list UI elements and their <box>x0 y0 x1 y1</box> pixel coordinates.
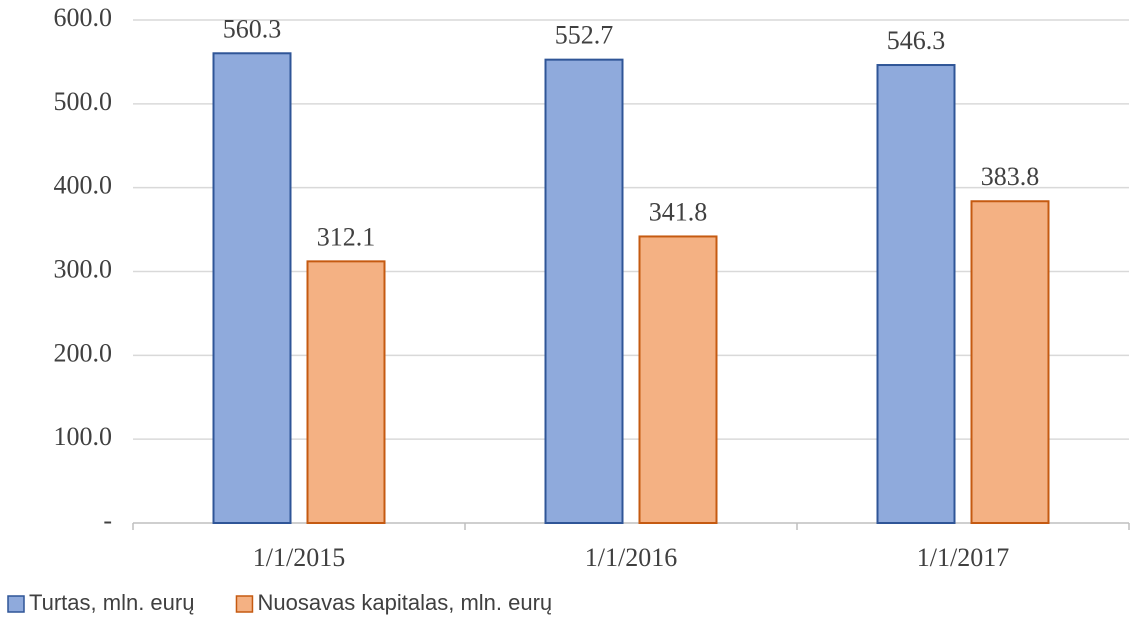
y-tick-label: 400.0 <box>54 171 113 200</box>
bar <box>306 260 386 524</box>
value-label: 383.8 <box>981 162 1040 191</box>
bar <box>876 64 956 525</box>
value-label: 546.3 <box>887 26 946 55</box>
bar <box>212 52 292 525</box>
bar <box>638 235 718 524</box>
y-tick-label: 100.0 <box>54 422 113 451</box>
y-tick-label: 300.0 <box>54 254 113 283</box>
value-label: 341.8 <box>649 197 708 226</box>
y-tick-label: - <box>103 506 112 535</box>
x-tick-label: 1/1/2017 <box>917 543 1009 572</box>
y-tick-label: 500.0 <box>54 87 113 116</box>
y-tick-label: 600.0 <box>54 3 113 32</box>
x-tick-label: 1/1/2016 <box>585 543 677 572</box>
legend-label: Turtas, mln. eurų <box>29 590 194 615</box>
legend-swatch <box>235 595 254 613</box>
bar <box>544 58 624 524</box>
value-label: 312.1 <box>317 222 376 251</box>
legend-label: Nuosavas kapitalas, mln. eurų <box>257 590 552 615</box>
value-label: 560.3 <box>223 14 282 43</box>
legend-swatch <box>7 595 25 613</box>
x-tick-label: 1/1/2015 <box>253 543 345 572</box>
value-label: 552.7 <box>555 21 614 50</box>
bar <box>970 200 1050 524</box>
y-tick-label: 200.0 <box>54 338 113 367</box>
